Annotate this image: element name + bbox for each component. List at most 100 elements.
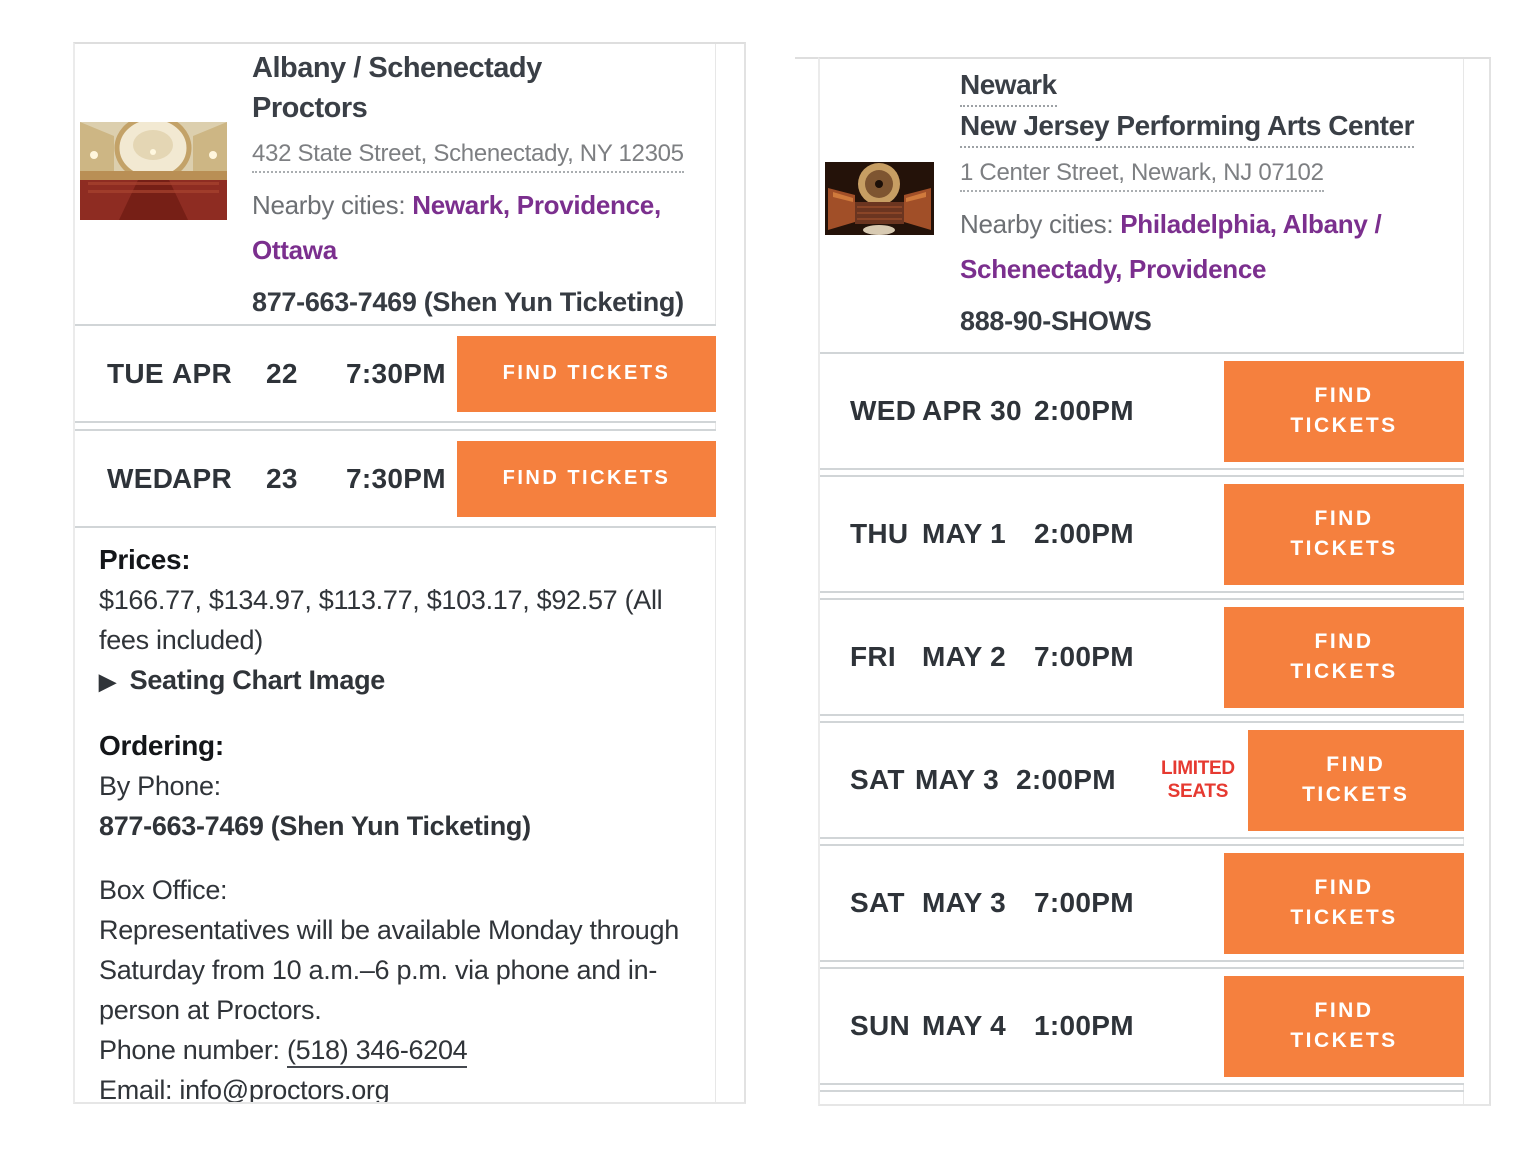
nearby-cities-label: Nearby cities: — [960, 209, 1121, 239]
show-day: FRI — [850, 641, 897, 672]
find-tickets-button[interactable]: FIND TICKETS — [1224, 975, 1464, 1077]
show-schedule: WED APR 30 2:00PM FIND TICKETS THU MAY 1… — [820, 352, 1465, 1104]
show-row: SAT MAY 3 2:00PM LIMITED SEATS FIND TICK… — [820, 721, 1465, 839]
find-tickets-line2: TICKETS — [1290, 1029, 1398, 1052]
show-row: FRI MAY 2 7:00PM FIND TICKETS — [820, 598, 1464, 716]
find-tickets-line1: FIND — [1314, 384, 1374, 407]
show-day: WED — [107, 462, 174, 494]
find-tickets-button[interactable]: FIND TICKETS — [1224, 483, 1464, 585]
show-month: APR — [172, 357, 233, 389]
venue-photo-proctors-theater — [80, 122, 227, 220]
show-time: 7:30PM — [346, 462, 446, 494]
prices-heading: Prices: — [99, 544, 191, 575]
show-date: MAY 1 — [922, 518, 1006, 549]
venue-title-line1: Albany / Schenectady — [252, 52, 542, 84]
show-date: MAY 4 — [922, 1010, 1006, 1041]
panel-top-border-extension — [795, 57, 820, 59]
show-month: APR — [172, 462, 233, 494]
venue-photo-njpac-theater — [825, 162, 934, 235]
find-tickets-line1: FIND — [1326, 753, 1386, 776]
show-row-clipped — [820, 1090, 1464, 1104]
find-tickets-button[interactable]: FIND TICKETS — [457, 335, 716, 412]
limited-seats-line2: SEATS — [1167, 781, 1229, 802]
show-date: MAY 3 — [922, 887, 1006, 918]
show-schedule: TUE APR 22 7:30PM FIND TICKETS WED APR 2… — [75, 324, 716, 534]
nearby-cities-links[interactable]: Philadelphia, Albany / Schenectady, Prov… — [960, 209, 1382, 284]
show-time: 7:00PM — [1034, 887, 1134, 918]
prices-values: $166.77, $134.97, $113.77, $103.17, $92.… — [99, 585, 663, 655]
phone-number-label: Phone number: — [99, 1035, 287, 1065]
find-tickets-button[interactable]: FIND TICKETS — [1247, 729, 1465, 831]
nearby-cities: Nearby cities: Philadelphia, Albany / Sc… — [960, 202, 1432, 292]
nearby-cities-links[interactable]: Newark, Providence, Ottawa — [252, 190, 661, 265]
show-row: TUE APR 22 7:30PM FIND TICKETS — [75, 324, 716, 423]
ticketing-phone: 888-90-SHOWS — [960, 306, 1152, 336]
find-tickets-button[interactable]: FIND TICKETS — [1224, 360, 1464, 462]
nearby-cities: Nearby cities: Newark, Providence, Ottaw… — [252, 183, 692, 273]
show-row: SAT MAY 3 7:00PM FIND TICKETS — [820, 844, 1464, 962]
show-row: SUN MAY 4 1:00PM FIND TICKETS — [820, 967, 1464, 1085]
venue-info-section: Prices: $166.77, $134.97, $113.77, $103.… — [99, 540, 703, 1104]
show-time: 7:00PM — [1034, 641, 1134, 672]
find-tickets-line1: FIND — [1314, 507, 1374, 530]
show-time: 1:00PM — [1034, 1010, 1134, 1041]
ordering-heading: Ordering: — [99, 730, 224, 761]
venue-title-line2: Proctors — [252, 92, 368, 124]
box-office-phone-line: Phone number: (518) 346-6204 — [99, 1030, 703, 1070]
show-day: TUE — [107, 357, 164, 389]
venue-header: Albany / Schenectady Proctors 432 State … — [252, 48, 707, 318]
limited-seats-badge: LIMITED SEATS — [1148, 757, 1247, 803]
venue-title: Albany / Schenectady Proctors — [252, 48, 707, 128]
show-row: WED APR 30 2:00PM FIND TICKETS — [820, 352, 1464, 470]
find-tickets-line2: TICKETS — [1290, 537, 1398, 560]
box-office-email-link[interactable]: info@proctors.org — [179, 1075, 390, 1102]
find-tickets-line2: TICKETS — [1302, 783, 1410, 806]
venue-panel-proctors: Albany / Schenectady Proctors 432 State … — [73, 42, 746, 1104]
show-row: THU MAY 1 2:00PM FIND TICKETS — [820, 475, 1464, 593]
show-date: 22 — [266, 357, 298, 389]
find-tickets-line1: FIND — [1314, 999, 1374, 1022]
seating-chart-arrow-icon: ▶ — [99, 669, 116, 694]
show-date: APR 30 — [922, 395, 1022, 426]
venue-panel-njpac: Newark New Jersey Performing Arts Center… — [818, 57, 1491, 1106]
box-office-text: Representatives will be available Monday… — [99, 915, 679, 1025]
venue-title-city-link[interactable]: Newark — [960, 69, 1057, 107]
nearby-cities-label: Nearby cities: — [252, 190, 413, 220]
venue-header: Newark New Jersey Performing Arts Center… — [960, 69, 1462, 337]
venue-content-njpac: Newark New Jersey Performing Arts Center… — [820, 59, 1465, 1104]
find-tickets-button[interactable]: FIND TICKETS — [1224, 852, 1464, 954]
find-tickets-line2: TICKETS — [1290, 906, 1398, 929]
venue-title-name-link[interactable]: New Jersey Performing Arts Center — [960, 110, 1414, 148]
email-label: Email: — [99, 1075, 180, 1104]
show-time: 7:30PM — [346, 357, 446, 389]
find-tickets-line1: FIND — [1314, 630, 1374, 653]
box-office-email-line: Email: info@proctors.org — [99, 1070, 703, 1104]
seating-chart-label: Seating Chart Image — [129, 665, 386, 695]
show-day: THU — [850, 518, 909, 549]
show-day: SUN — [850, 1010, 911, 1041]
show-date: MAY 3 — [914, 764, 999, 795]
show-row: WED APR 23 7:30PM FIND TICKETS — [75, 429, 716, 528]
ordering-phone-link[interactable]: 877-663-7469 (Shen Yun Ticketing) — [99, 811, 531, 841]
show-day: SAT — [850, 764, 905, 795]
venue-address-link[interactable]: 432 State Street, Schenectady, NY 12305 — [252, 140, 684, 173]
show-time: 2:00PM — [1015, 764, 1116, 795]
show-time: 2:00PM — [1034, 518, 1134, 549]
by-phone-label: By Phone: — [99, 771, 221, 801]
find-tickets-line2: TICKETS — [1290, 414, 1398, 437]
venue-address-link[interactable]: 1 Center Street, Newark, NJ 07102 — [960, 159, 1324, 192]
seating-chart-link[interactable]: ▶ Seating Chart Image — [99, 660, 703, 702]
show-day: SAT — [850, 887, 905, 918]
venue-content-proctors: Albany / Schenectady Proctors 432 State … — [75, 44, 716, 1102]
find-tickets-button[interactable]: FIND TICKETS — [457, 440, 716, 517]
find-tickets-line1: FIND — [1314, 876, 1374, 899]
box-office-label: Box Office: — [99, 875, 228, 905]
show-day: WED — [850, 395, 917, 426]
show-date: MAY 2 — [922, 641, 1006, 672]
show-date: 23 — [266, 462, 298, 494]
find-tickets-line2: TICKETS — [1290, 660, 1398, 683]
box-office-phone-link[interactable]: (518) 346-6204 — [286, 1035, 468, 1068]
limited-seats-line1: LIMITED — [1160, 758, 1235, 779]
find-tickets-button[interactable]: FIND TICKETS — [1224, 606, 1464, 708]
show-time: 2:00PM — [1034, 395, 1134, 426]
